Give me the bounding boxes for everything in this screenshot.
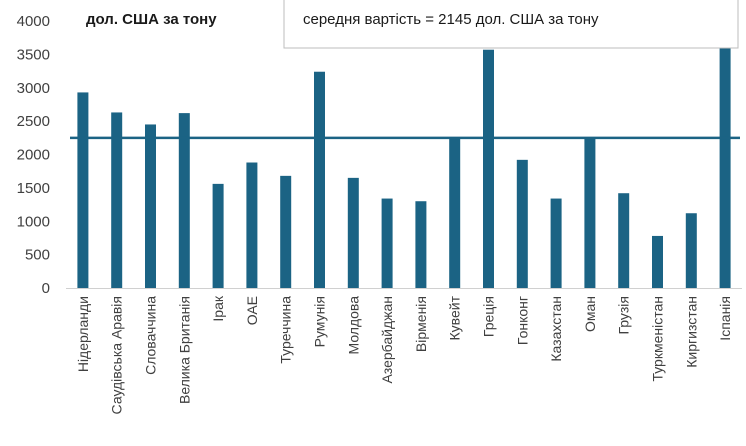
y-tick-label: 4000 (17, 13, 50, 30)
bar (719, 35, 731, 289)
bar (111, 112, 123, 288)
x-tick-label: Молдова (345, 296, 361, 355)
x-tick-label: Казахстан (548, 296, 564, 362)
x-tick-label: Кувейт (447, 295, 463, 340)
y-tick-label: 1500 (17, 180, 50, 197)
y-tick-label: 3500 (17, 46, 50, 63)
bar (550, 198, 562, 288)
x-tick-label: Грузія (616, 296, 632, 335)
x-tick-label: Туреччина (278, 296, 294, 364)
y-axis-ticks: 0 500 1000 1500 2000 2500 3000 3500 4000 (17, 13, 50, 297)
x-tick-label: Нідерланди (75, 296, 91, 372)
bar (178, 113, 190, 289)
x-tick-label: Греція (481, 296, 497, 337)
bar (145, 124, 156, 289)
unit-label: дол. США за тону (86, 11, 217, 28)
x-tick-label: Оман (582, 296, 598, 332)
x-tick-label: ОАЕ (244, 296, 260, 325)
x-tick-label: Іспанія (717, 296, 733, 341)
y-tick-label: 0 (42, 280, 50, 297)
x-axis-labels: Нідерланди Саудівська Аравія Словаччина Вел… (75, 295, 733, 414)
y-tick-label: 2500 (17, 113, 50, 130)
x-tick-label: Словаччина (143, 296, 159, 375)
average-annotation-box (283, 0, 739, 49)
bar (449, 137, 461, 288)
bar (516, 159, 528, 288)
y-tick-label: 500 (25, 247, 50, 264)
bar (347, 177, 359, 288)
bar (212, 183, 224, 288)
bar (381, 198, 393, 288)
x-tick-label: Туркменістан (650, 296, 666, 382)
bars (77, 35, 731, 289)
bar (685, 213, 697, 288)
x-tick-label: Ірак (210, 295, 226, 321)
x-tick-label: Велика Британія (176, 296, 192, 404)
bar (483, 49, 494, 288)
bar (415, 201, 427, 288)
x-tick-label: Киргизстан (683, 296, 699, 368)
bar (280, 175, 292, 288)
x-tick-label: Гонконг (514, 296, 530, 345)
bar (652, 235, 663, 288)
bar (618, 193, 630, 288)
bar (314, 71, 325, 288)
y-tick-label: 1000 (17, 213, 50, 230)
x-tick-label: Азербайджан (379, 296, 395, 384)
x-tick-label: Саудівська Аравія (109, 296, 125, 414)
x-tick-label: Румунія (312, 296, 328, 347)
average-annotation-label: середня вартість = 2145 дол. США за тону (303, 11, 599, 28)
x-tick-label: Вірменія (413, 296, 429, 352)
bar (584, 137, 596, 288)
bar (246, 162, 258, 288)
y-tick-label: 2000 (17, 147, 50, 164)
bar (77, 92, 89, 288)
y-tick-label: 3000 (17, 80, 50, 97)
